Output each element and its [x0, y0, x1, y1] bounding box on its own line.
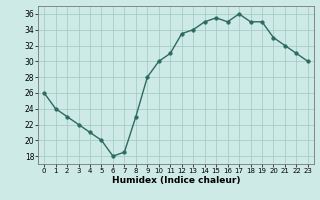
X-axis label: Humidex (Indice chaleur): Humidex (Indice chaleur) — [112, 176, 240, 185]
